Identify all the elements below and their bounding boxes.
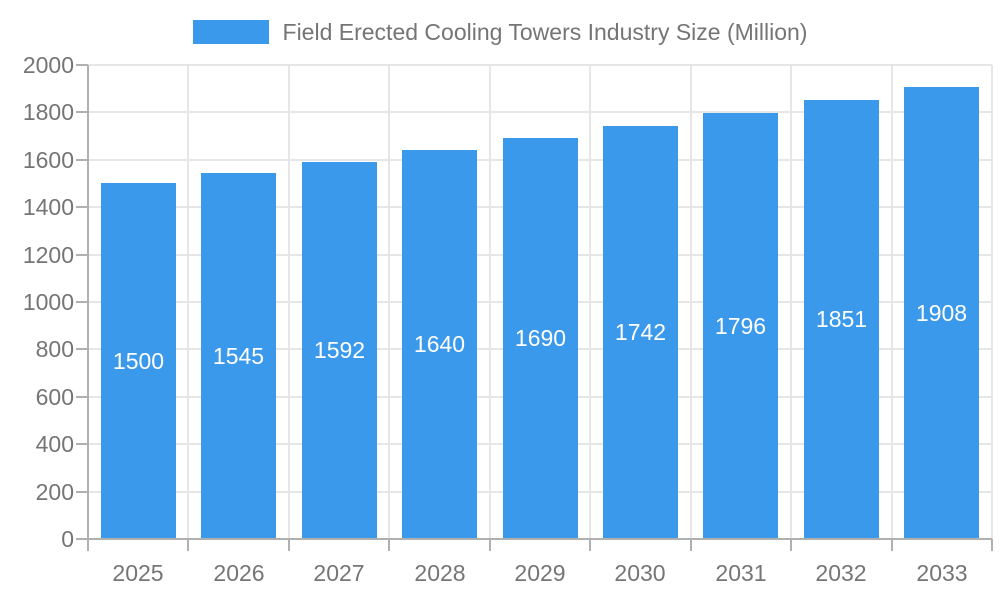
y-axis-tick: [76, 348, 88, 351]
x-axis-tick: [187, 539, 189, 551]
bar-2028: 1640: [402, 150, 477, 539]
x-axis-tick: [87, 539, 89, 551]
gridline-vertical: [489, 65, 491, 539]
legend-swatch: [192, 20, 269, 44]
y-axis-line: [87, 65, 89, 539]
chart-legend: Field Erected Cooling Towers Industry Si…: [0, 19, 1000, 45]
legend-title: Field Erected Cooling Towers Industry Si…: [282, 18, 808, 45]
y-axis-tick-label: 2000: [22, 52, 74, 78]
x-axis-line: [88, 538, 992, 540]
y-axis-tick: [76, 395, 88, 398]
x-axis-tick: [690, 539, 692, 551]
x-axis-tick: [489, 539, 491, 551]
y-axis-tick: [76, 206, 88, 209]
x-axis-tick-label: 2028: [414, 560, 466, 586]
y-axis-tick: [76, 301, 88, 303]
y-axis-tick: [76, 111, 88, 114]
bar-value-label: 1545: [212, 342, 265, 369]
gridline-vertical: [991, 65, 993, 539]
y-axis-tick: [76, 64, 88, 66]
gridline-vertical: [187, 65, 189, 539]
x-axis-tick: [388, 539, 390, 551]
plot-area: 1500 1545 1592 1640 1690 1742 1796 1851 1908: [87, 64, 993, 540]
gridline-vertical: [891, 65, 893, 539]
gridline-vertical: [690, 65, 692, 539]
bar-2027: 1592: [302, 162, 377, 539]
y-axis-tick: [76, 443, 88, 446]
bar-value-label: 1592: [313, 337, 366, 363]
bar-2025: 1500: [101, 183, 176, 539]
gridline-vertical: [288, 65, 290, 539]
bar-value-label: 1690: [514, 325, 567, 351]
bar-value-label: 1851: [815, 306, 868, 332]
gridline-vertical: [790, 65, 792, 539]
gridline-horizontal: [88, 111, 992, 114]
x-axis-tick-label: 2026: [213, 560, 265, 586]
x-axis-tick: [589, 539, 591, 551]
y-axis-tick: [76, 490, 88, 493]
bar-2030: 1742: [603, 126, 678, 539]
y-axis-tick-label: 600: [35, 383, 74, 410]
y-axis-tick-label: 1400: [22, 194, 74, 221]
x-axis-tick-label: 2032: [815, 560, 867, 586]
x-axis-tick-label: 2029: [514, 560, 566, 586]
y-axis-tick-label: 1000: [22, 289, 74, 315]
bar-2031: 1796: [703, 113, 778, 539]
x-axis-tick-label: 2031: [715, 560, 767, 586]
y-axis-tick: [76, 538, 88, 540]
x-axis-tick-label: 2027: [313, 560, 365, 586]
bar-2033: 1908: [904, 87, 979, 539]
y-axis-tick-label: 1600: [22, 146, 74, 173]
y-axis-tick-label: 1200: [22, 241, 74, 268]
y-axis-tick-label: 1800: [22, 99, 74, 126]
bar-2032: 1851: [804, 100, 879, 539]
bar-2026: 1545: [201, 173, 276, 539]
x-axis-tick: [790, 539, 792, 551]
gridline-vertical: [388, 65, 390, 539]
y-axis-tick: [76, 253, 88, 256]
x-axis-tick: [891, 539, 893, 551]
x-axis-tick-label: 2025: [112, 560, 164, 586]
x-axis-tick-label: 2030: [614, 560, 666, 586]
bar-value-label: 1908: [915, 299, 968, 326]
x-axis-tick: [288, 539, 290, 551]
y-axis-tick: [76, 158, 88, 161]
bar-2029: 1690: [503, 138, 578, 539]
gridline-horizontal: [88, 64, 992, 66]
bar-value-label: 1742: [614, 319, 667, 345]
x-axis-tick-label: 2033: [916, 560, 968, 586]
bar-value-label: 1796: [714, 312, 767, 339]
y-axis-tick-label: 800: [35, 336, 74, 363]
gridline-vertical: [589, 65, 591, 539]
bar-value-label: 1500: [112, 347, 165, 374]
y-axis-tick-label: 400: [35, 431, 74, 458]
bar-value-label: 1640: [413, 331, 466, 357]
y-axis-tick-label: 0: [61, 526, 74, 552]
y-axis-tick-label: 200: [35, 478, 74, 505]
x-axis-tick: [991, 539, 993, 551]
